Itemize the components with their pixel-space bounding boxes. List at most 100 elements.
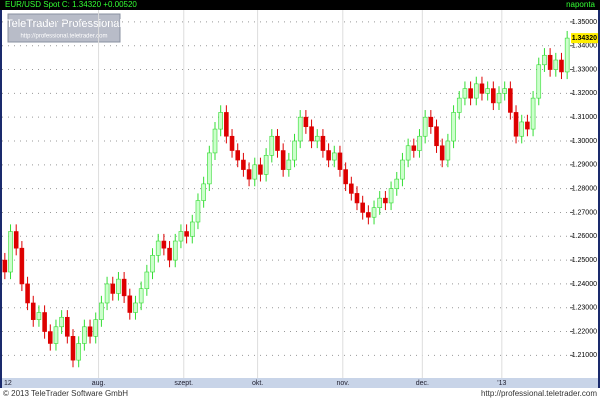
last-price-box xyxy=(571,33,598,44)
candle-body xyxy=(434,126,439,147)
candle-body xyxy=(184,231,189,237)
candle-body xyxy=(564,37,570,73)
candle-body xyxy=(366,212,371,218)
candle-body xyxy=(218,112,223,130)
candle-body xyxy=(479,83,485,94)
y-tick-label: 1.32000 xyxy=(572,90,597,97)
candle-body xyxy=(104,283,110,304)
x-tick-label: '13 xyxy=(497,380,506,387)
candle-body xyxy=(93,319,99,337)
header-title: EUR/USD Spot C: 1.34320 +0.00520 xyxy=(5,0,137,9)
candle-body xyxy=(508,88,513,113)
candle-body xyxy=(309,126,314,142)
footer-area xyxy=(0,388,600,400)
candle-body xyxy=(161,240,167,249)
candle-body xyxy=(377,197,383,208)
candle-body xyxy=(536,64,542,99)
logo-name: TeleTrader Professional xyxy=(6,18,122,30)
candle-body xyxy=(235,150,241,161)
candle-body xyxy=(258,164,263,175)
candle-body xyxy=(542,54,547,66)
candle-body xyxy=(513,112,519,137)
candle-body xyxy=(411,145,417,151)
y-tick-label: 1.22000 xyxy=(572,328,597,335)
y-tick-label: 1.35000 xyxy=(572,19,597,26)
candle-body xyxy=(428,116,434,128)
header-interval: naponta xyxy=(566,0,595,9)
candle-body xyxy=(400,159,405,180)
candle-body xyxy=(229,135,235,151)
candle-body xyxy=(19,247,25,285)
candle-body xyxy=(394,178,400,189)
y-tick-label: 1.28000 xyxy=(572,185,597,192)
candle-body xyxy=(76,343,81,361)
plot-area xyxy=(2,10,570,378)
candle-body xyxy=(343,169,348,185)
candle-body xyxy=(525,121,530,130)
candle-body xyxy=(144,271,150,289)
x-tick-label: aug. xyxy=(92,380,106,387)
candle-body xyxy=(246,169,252,180)
candle-body xyxy=(195,200,201,223)
candle-body xyxy=(116,278,121,294)
candle-body xyxy=(491,88,496,104)
candle-body xyxy=(530,97,536,130)
x-tick-label: dec. xyxy=(416,380,429,387)
candle-body xyxy=(8,231,13,273)
candle-body xyxy=(468,88,473,99)
candle-body xyxy=(485,88,490,94)
candle-body xyxy=(553,59,559,70)
candle-body xyxy=(252,164,258,180)
candle-body xyxy=(354,193,360,204)
x-tick-label: okt. xyxy=(252,380,263,387)
candle-body xyxy=(121,278,127,297)
candle-body xyxy=(337,152,343,170)
candle-body xyxy=(99,302,104,320)
y-tick-label: 1.29000 xyxy=(572,162,597,169)
candle-body xyxy=(47,331,53,344)
y-tick-label: 1.23000 xyxy=(572,305,597,312)
candle-body xyxy=(473,83,479,99)
candle-body xyxy=(189,221,195,237)
x-tick-label: 12 xyxy=(4,380,12,387)
candle-body xyxy=(36,312,42,320)
candle-body xyxy=(547,54,553,70)
candle-body xyxy=(70,336,76,361)
candle-body xyxy=(30,302,36,320)
y-tick-label: 1.31000 xyxy=(572,114,597,121)
candle-body xyxy=(439,145,445,161)
candle-body xyxy=(496,93,502,104)
candle-body xyxy=(422,116,428,137)
candle-body xyxy=(417,135,422,151)
y-tick-label: 1.33000 xyxy=(572,66,597,73)
candle-body xyxy=(519,121,525,137)
candle-body xyxy=(462,88,468,99)
last-price-label: 1.34320 xyxy=(572,35,597,42)
x-axis-area xyxy=(2,378,598,388)
y-tick-label: 1.27000 xyxy=(572,209,597,216)
x-tick-label: nov. xyxy=(336,380,349,387)
candle-body xyxy=(138,288,144,304)
candle-body xyxy=(241,159,246,170)
candle-body xyxy=(167,247,172,261)
x-tick-label: szept. xyxy=(174,380,193,387)
candle-body xyxy=(445,140,451,161)
candle-body xyxy=(133,302,138,313)
candle-body xyxy=(286,159,292,170)
footer-copyright: © 2013 TeleTrader Software GmbH xyxy=(3,389,128,398)
candle-body xyxy=(224,112,229,137)
candle-body xyxy=(360,202,365,213)
candle-body xyxy=(280,150,286,170)
candle-body xyxy=(110,283,116,294)
logo-box xyxy=(7,13,121,43)
candle-body xyxy=(201,183,206,201)
y-tick-label: 1.24000 xyxy=(572,281,597,288)
candle-body xyxy=(456,97,462,113)
candle-body xyxy=(207,152,212,185)
candle-body xyxy=(383,197,388,204)
candle-body xyxy=(65,316,70,337)
candle-body xyxy=(451,112,456,142)
candle-body xyxy=(87,326,93,337)
candle-body xyxy=(172,240,178,261)
